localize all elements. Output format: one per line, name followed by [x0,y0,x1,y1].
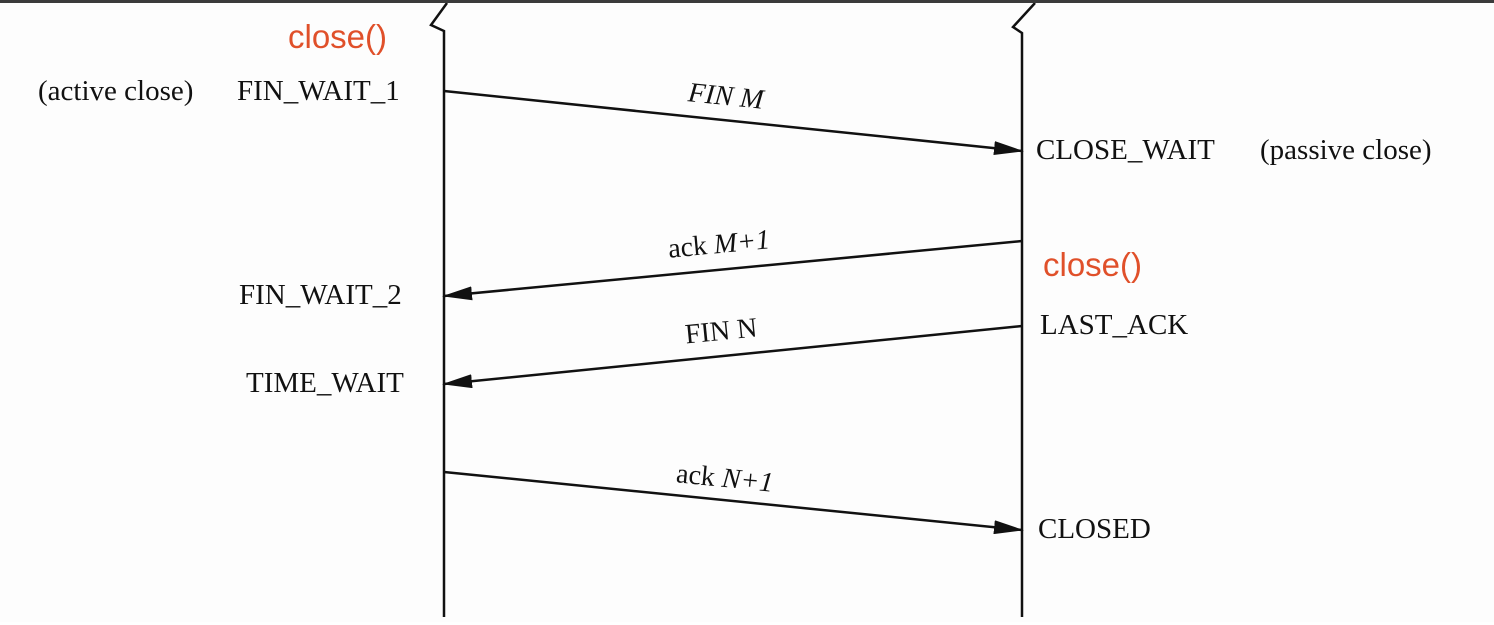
server-lifeline [1011,3,1036,617]
message-text: ack [666,230,709,265]
arrow-ack-m1 [442,239,1023,301]
message-label-fin-n: FIN N [683,312,759,351]
state-close-wait: CLOSE_WAIT [1036,134,1215,166]
state-closed: CLOSED [1038,513,1151,545]
arrow-fin-m [443,89,1024,156]
message-variable: N+1 [720,462,775,499]
client-role-label: (active close) [38,75,194,107]
server-close-call: close() [1043,246,1143,283]
message-variable: N [735,312,759,346]
state-fin-wait-2: FIN_WAIT_2 [239,279,402,311]
state-last-ack: LAST_ACK [1040,309,1189,341]
client-close-call: close() [288,18,388,55]
state-time-wait: TIME_WAIT [246,367,404,399]
message-variable: M+1 [712,224,772,261]
diagram-lines [429,3,1036,617]
state-fin-wait-1: FIN_WAIT_1 [237,75,400,107]
client-lifeline [429,3,449,617]
message-text: FIN [683,315,732,351]
message-text: FIN [686,77,735,113]
arrow-fin-n [442,324,1023,389]
message-text: ack [674,458,717,493]
server-role-label: (passive close) [1260,134,1432,166]
arrow-ack-n1 [443,470,1024,535]
message-variable: M [738,82,765,116]
